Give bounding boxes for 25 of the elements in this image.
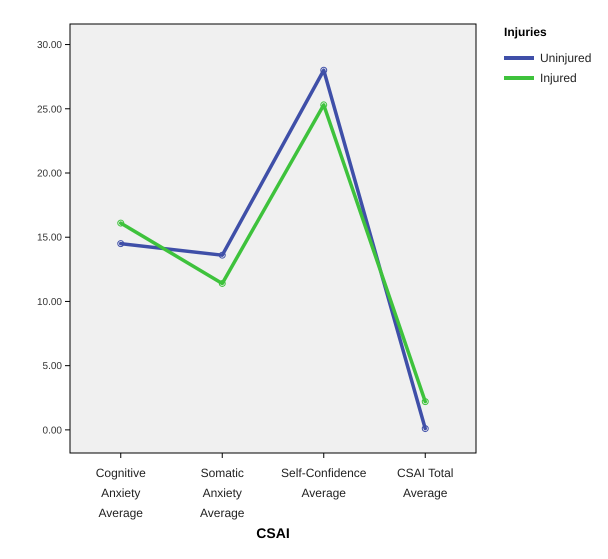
- y-tick-label: 20.00: [36, 168, 62, 180]
- x-tick-label: CSAI Total Average: [397, 466, 454, 500]
- point: [320, 66, 328, 74]
- x-axis-title: CSAI: [256, 525, 290, 541]
- legend-title: Injuries: [504, 25, 548, 39]
- legend-label: Injured: [540, 71, 577, 86]
- point: [422, 398, 429, 406]
- y-tick-label: 10.00: [36, 296, 62, 308]
- x-tick-label: Cognitive Anxiety Average: [96, 466, 146, 520]
- point: [218, 252, 226, 259]
- line-series: [117, 101, 429, 406]
- point: [117, 240, 124, 248]
- x-tick-label: Self-Confidence Average: [281, 466, 367, 500]
- y-tick-label: 15.00: [36, 232, 62, 244]
- line-series: [117, 66, 429, 432]
- point: [320, 101, 328, 108]
- x-tick-label: Somatic Anxiety Average: [200, 466, 245, 520]
- legend-label: Uninjured: [540, 51, 592, 66]
- point: [117, 220, 124, 227]
- point: [422, 425, 429, 432]
- y-tick-label: 5.00: [42, 361, 62, 372]
- y-tick-label: 25.00: [36, 104, 62, 116]
- y-tick-label: 30.00: [36, 40, 62, 52]
- point: [218, 280, 226, 287]
- y-tick-label: 0.00: [42, 425, 62, 436]
